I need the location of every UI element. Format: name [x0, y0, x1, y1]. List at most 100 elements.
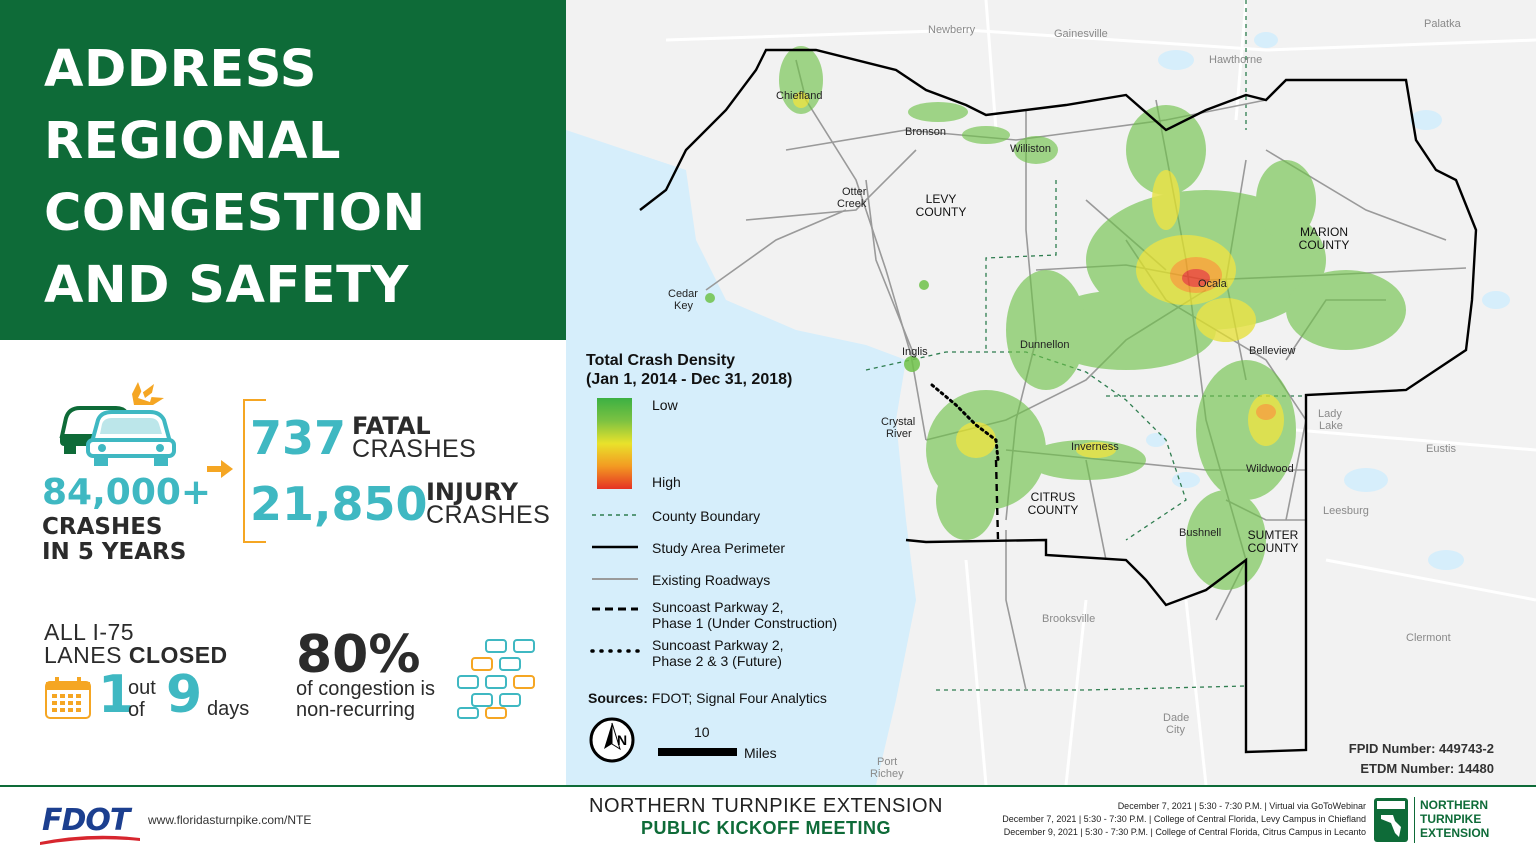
legend-suncoast-phase2-b: Phase 2 & 3 (Future)	[652, 653, 782, 669]
title-line-2: REGIONAL	[44, 112, 341, 171]
car-crash-icon	[59, 382, 176, 466]
scale-unit: Miles	[744, 745, 777, 761]
injury-label-1: INJURY	[426, 478, 518, 506]
closure-out: out	[128, 677, 156, 699]
north-arrow-icon	[589, 717, 635, 763]
legend-study-area: Study Area Perimeter	[652, 540, 786, 556]
calendar-icon	[45, 677, 91, 719]
county-sumter-2: COUNTY	[1247, 541, 1299, 555]
place-inverness: Inverness	[1071, 441, 1119, 453]
fdot-logo: FDOT	[42, 803, 130, 838]
florida-swoosh-icon	[40, 835, 140, 845]
closure-days: days	[207, 698, 250, 720]
place-otter-creek-2: Creek	[837, 198, 867, 210]
place-palatka: Palatka	[1424, 18, 1461, 30]
north-letter: N	[617, 732, 628, 748]
place-newberry: Newberry	[928, 24, 976, 36]
density-gradient	[597, 398, 632, 489]
crashes-total: 84,000+	[42, 472, 212, 513]
place-bushnell: Bushnell	[1179, 527, 1222, 539]
closure-of: of	[128, 699, 145, 721]
place-leesburg: Leesburg	[1323, 505, 1369, 517]
place-port-richey-2: Richey	[870, 768, 904, 780]
legend-roadways: Existing Roadways	[652, 572, 771, 588]
event-subtitle: PUBLIC KICKOFF MEETING	[641, 818, 891, 838]
place-dunnellon: Dunnellon	[1020, 339, 1070, 351]
legend-suncoast-phase1-a: Suncoast Parkway 2,	[652, 599, 784, 615]
place-crystal-river-2: River	[886, 428, 912, 440]
crashes-label-1: CRASHES	[42, 514, 163, 540]
map-graphic	[566, 0, 1536, 785]
place-cedar-key-1: Cedar	[668, 288, 698, 300]
legend-suncoast-phase1-b: Phase 1 (Under Construction)	[652, 615, 838, 631]
congestion-line-1: of congestion is	[296, 678, 435, 700]
brand-line-2: TURNPIKE	[1420, 812, 1482, 826]
place-hawthorne: Hawthorne	[1209, 54, 1263, 66]
traffic-jam-icon	[457, 639, 535, 719]
congestion-line-2: non-recurring	[296, 699, 415, 721]
injury-number: 21,850	[250, 477, 428, 531]
meeting-2: December 7, 2021 | 5:30 - 7:30 P.M. | Co…	[1002, 814, 1366, 824]
county-sumter-1: SUMTER	[1247, 528, 1299, 542]
legend-suncoast-phase1-symbol	[592, 607, 638, 611]
sources-value: FDOT; Signal Four Analytics	[647, 690, 827, 706]
brand-line-3: EXTENSION	[1420, 826, 1490, 840]
study-area-map[interactable]: Newberry Gainesville Palatka Hawthorne C…	[566, 0, 1536, 785]
place-belleview: Belleview	[1249, 345, 1296, 357]
etdm-number: ETDM Number: 14480	[1360, 761, 1494, 776]
arrow-right-icon	[207, 460, 233, 478]
legend-study-area-symbol	[592, 545, 638, 549]
bracket	[243, 399, 266, 543]
crashes-label-2: IN 5 YEARS	[42, 539, 187, 565]
place-lady-lake-1: Lady	[1318, 408, 1342, 420]
place-port-richey-1: Port	[877, 756, 898, 768]
fpid-number: FPID Number: 449743-2	[1348, 741, 1494, 756]
turnpike-logo-icon	[1374, 798, 1408, 842]
fatal-label-2: CRASHES	[352, 435, 477, 463]
place-ocala: Ocala	[1198, 278, 1227, 290]
legend-title-1: Total Crash Density	[586, 352, 736, 369]
county-citrus-1: CITRUS	[1030, 490, 1076, 504]
legend-county-boundary-symbol	[592, 514, 640, 516]
legend-roadways-symbol	[592, 578, 638, 580]
legend-sources: Sources: FDOT; Signal Four Analytics	[588, 690, 827, 706]
brand-divider	[1414, 797, 1418, 843]
legend-high: High	[652, 474, 681, 490]
place-brooksville: Brooksville	[1042, 613, 1096, 625]
brand-line-1: NORTHERN	[1420, 798, 1488, 812]
fatal-label-1: FATAL	[352, 412, 431, 440]
place-wildwood: Wildwood	[1246, 463, 1294, 475]
place-lady-lake-2: Lake	[1319, 420, 1343, 432]
injury-label-2: CRASHES	[426, 501, 551, 529]
legend-suncoast-phase2-a: Suncoast Parkway 2,	[652, 637, 784, 653]
title-panel: ADDRESS REGIONAL CONGESTION AND SAFETY	[0, 0, 566, 340]
title-line-3: CONGESTION	[44, 184, 426, 243]
county-citrus-2: COUNTY	[1027, 503, 1079, 517]
congestion-percent: 80%	[296, 625, 421, 685]
place-cedar-key-2: Key	[674, 300, 693, 312]
place-otter-creek-1: Otter	[842, 186, 867, 198]
county-levy-2: COUNTY	[915, 205, 967, 219]
place-inglis: Inglis	[902, 346, 928, 358]
legend-county-boundary: County Boundary	[652, 508, 761, 524]
place-clermont: Clermont	[1406, 632, 1451, 644]
closure-nine: 9	[166, 665, 203, 725]
closure-one: 1	[98, 665, 135, 725]
place-chiefland: Chiefland	[776, 90, 823, 102]
county-marion-2: COUNTY	[1298, 238, 1350, 252]
title-line-4: AND SAFETY	[44, 256, 409, 315]
county-marion-1: MARION	[1300, 225, 1348, 239]
title-line-1: ADDRESS	[44, 40, 317, 99]
website-link[interactable]: www.floridasturnpike.com/NTE	[148, 813, 312, 827]
meeting-1: December 7, 2021 | 5:30 - 7:30 P.M. | Vi…	[1117, 801, 1366, 811]
meeting-3: December 9, 2021 | 5:30 - 7:30 P.M. | Co…	[1003, 827, 1366, 837]
place-gainesville: Gainesville	[1054, 28, 1108, 40]
scale-bar	[658, 748, 737, 756]
closure-line-2: LANES CLOSED	[44, 643, 228, 667]
closure-lanes: LANES	[44, 642, 129, 668]
footer: FDOT www.floridasturnpike.com/NTE NORTHE…	[0, 785, 1536, 853]
county-levy-1: LEVY	[925, 192, 957, 206]
sources-label: Sources:	[588, 690, 648, 706]
place-dade-city-2: City	[1166, 724, 1185, 736]
